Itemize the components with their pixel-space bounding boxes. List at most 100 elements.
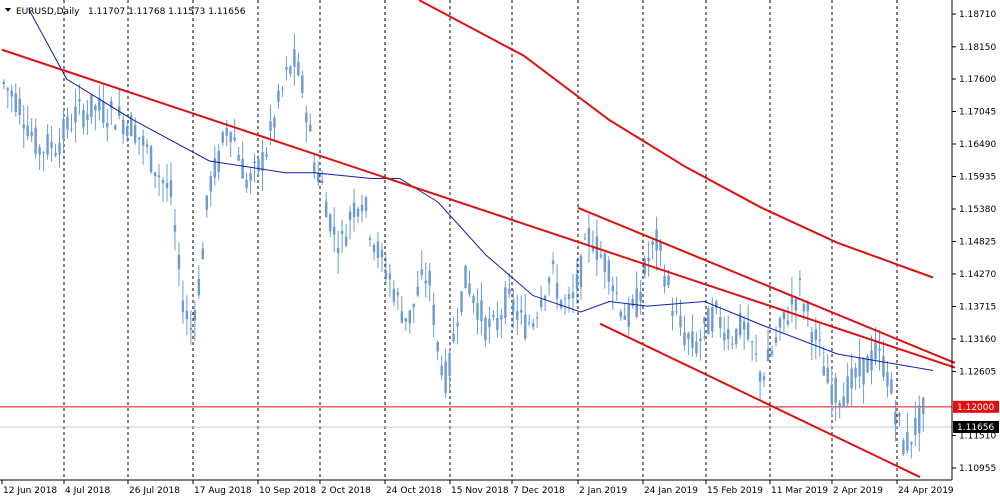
candle-body [309,124,312,132]
candle-body [245,179,248,189]
candle-body [627,303,630,328]
candle-body [189,327,193,330]
candle-body [910,441,913,445]
trend-line[interactable] [599,322,921,478]
candle-body [289,66,292,74]
candle-body [822,366,825,376]
candle-body [428,270,431,286]
moving-average-line[interactable] [418,0,934,279]
candle-body [364,197,368,211]
candle-body [94,105,97,111]
candle-body [201,248,205,260]
time-tick-label: 2 Jan 2019 [579,486,627,496]
candle-body [599,254,603,257]
candle-body [671,310,674,316]
candle-body [723,332,726,341]
candle-body [173,225,177,232]
candle-body [269,121,272,131]
candle-body [70,128,73,130]
candle-body [731,343,734,345]
price-label-box [953,400,999,413]
candle-body [22,124,25,129]
collapse-arrow-icon[interactable] [5,8,11,12]
trend-line[interactable] [577,206,956,364]
price-label-box [953,420,999,433]
candle-body [484,318,487,341]
candle-body [834,377,837,403]
candle-body [559,300,563,308]
candle-body [416,286,419,296]
candle-body [408,310,412,324]
candle-body [774,337,778,343]
candle-body [639,291,642,302]
candle-body [520,309,523,313]
candle-body [488,318,491,328]
candle-body [734,328,738,345]
candle-body [6,88,9,91]
candle-body [177,254,181,270]
price-tick-label: 1.18710 [959,10,996,20]
candle-body [683,332,686,345]
candle-body [496,317,499,331]
price-tick-label: 1.14270 [959,270,996,280]
candle-body [38,147,41,155]
candle-body [396,292,400,296]
candle-body [225,128,228,136]
price-tick-label: 1.17600 [959,75,996,85]
candle-body [325,201,328,218]
candle-body [575,273,579,290]
candle-body [153,172,157,177]
candle-body [862,357,865,385]
time-tick-label: 26 Jul 2018 [129,486,180,496]
candle-body [699,338,702,342]
candle-body [368,237,372,240]
candle-body [50,141,53,149]
candle-body [508,288,511,294]
candle-body [141,136,145,146]
candle-body [738,312,742,336]
candle-body [802,303,806,312]
trend-line[interactable] [1,48,956,369]
candle-body [205,195,209,210]
trend-lines [1,48,956,478]
price-label-text: 1.11656 [957,423,994,433]
candle-body [472,296,475,304]
candle-body [468,283,471,295]
moving-average-line[interactable] [28,8,934,371]
price-tick-label: 1.16490 [959,140,996,150]
candle-body [770,350,774,355]
candle-body [285,67,288,70]
candle-body [328,214,332,232]
candle-body [754,353,758,355]
candle-body [193,310,197,321]
candle-body [480,300,483,322]
candle-body [352,202,356,218]
candle-body [98,97,101,111]
candle-body [611,285,615,292]
candle-body [133,125,137,143]
time-axis-ticks: 12 Jun 2018 4 Jul 2018 26 Jul 2018 17 Aug 2… [1,480,954,496]
price-tick-label: 1.15935 [959,172,996,182]
candle-body [90,94,93,117]
candle-body [583,238,587,240]
candle-body [750,341,754,343]
candle-body [794,298,798,311]
ohlc-values: 1.11707 1.11768 1.11573 1.11656 [88,7,246,17]
candle-body [293,49,296,67]
candle-body [727,329,730,340]
candle-body [703,317,706,324]
candle-body [512,300,515,312]
candle-body [46,133,49,155]
price-tick-label: 1.13715 [959,302,996,312]
candle-body [615,292,618,294]
candle-body [74,106,77,123]
horizontal-lines [0,406,952,428]
candle-body [846,376,849,404]
candle-body [452,333,455,342]
price-tick-label: 1.17045 [959,108,996,118]
candle-body [313,162,316,173]
candle-body [762,376,766,381]
candle-body [432,304,435,326]
time-tick-label: 4 Jul 2018 [65,486,110,496]
